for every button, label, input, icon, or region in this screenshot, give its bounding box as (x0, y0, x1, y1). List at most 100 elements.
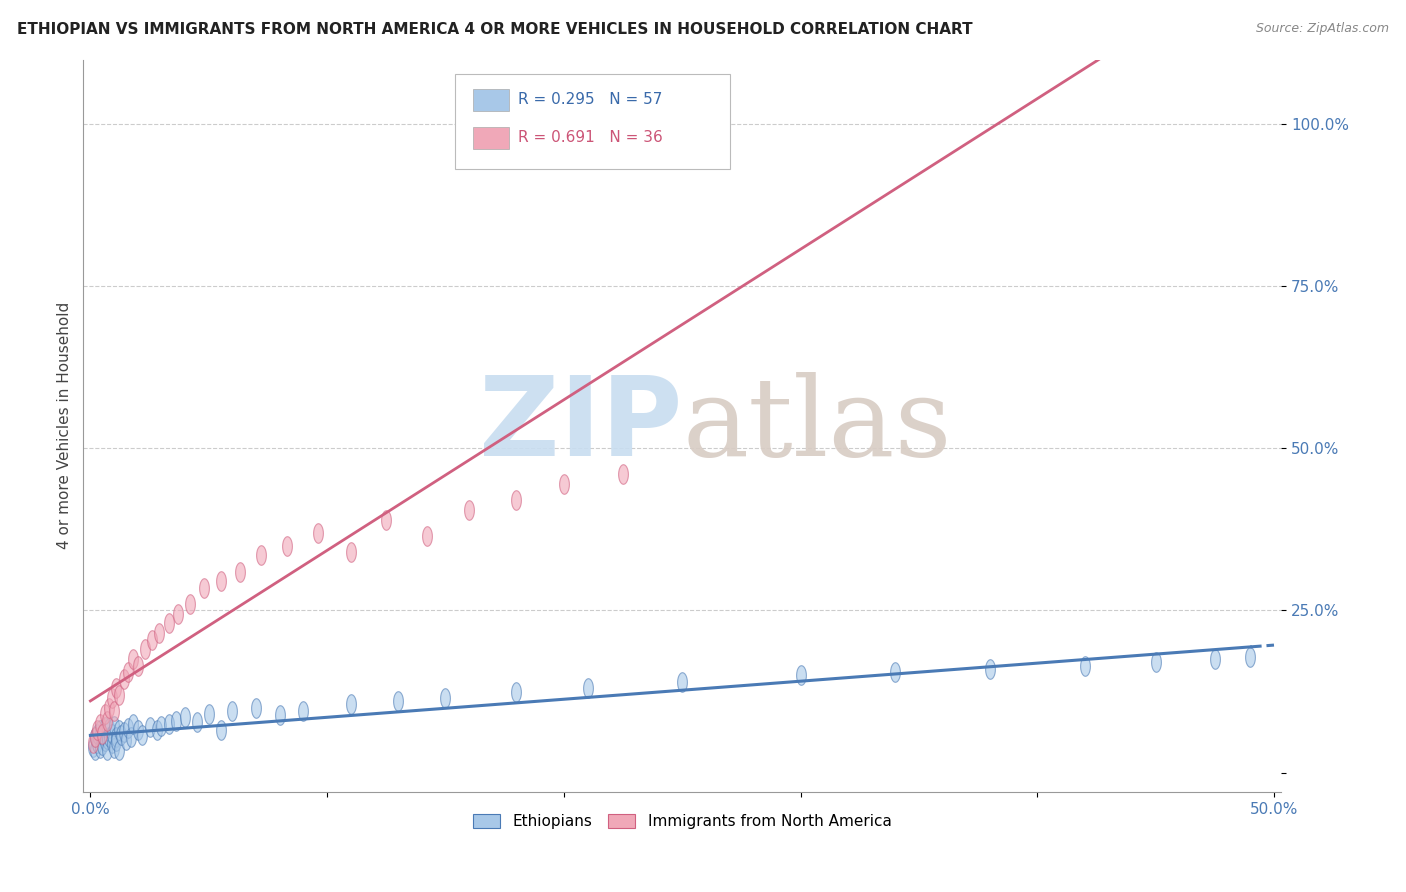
Point (197, 707, 219, 722)
Point (339, 698, 361, 712)
Text: ETHIOPIAN VS IMMIGRANTS FROM NORTH AMERICA 4 OR MORE VEHICLES IN HOUSEHOLD CORRE: ETHIOPIAN VS IMMIGRANTS FROM NORTH AMERI… (17, 22, 973, 37)
Point (167, 607, 190, 621)
FancyBboxPatch shape (454, 74, 730, 169)
Point (120, 730, 142, 744)
Point (103, 740, 125, 755)
Point (375, 513, 398, 527)
Point (1204, 652, 1226, 666)
Point (209, 723, 232, 738)
Point (127, 658, 149, 673)
Point (250, 549, 273, 563)
Point (107, 688, 129, 702)
Point (112, 725, 135, 739)
Point (100, 726, 122, 740)
Point (110, 728, 132, 742)
Point (339, 545, 361, 559)
Point (103, 704, 125, 718)
Point (117, 722, 139, 736)
Point (96, 743, 118, 757)
Text: ZIP: ZIP (479, 372, 682, 479)
Point (157, 616, 180, 631)
Text: R = 0.691   N = 36: R = 0.691 N = 36 (517, 130, 662, 145)
Point (505, 684, 527, 698)
Point (415, 529, 437, 543)
Point (103, 719, 125, 733)
Point (86, 736, 108, 750)
Point (387, 694, 409, 708)
Point (221, 704, 243, 718)
Text: R = 0.295   N = 57: R = 0.295 N = 57 (517, 93, 662, 107)
Point (141, 632, 163, 647)
Point (107, 723, 129, 738)
Point (100, 690, 122, 705)
Point (89, 740, 111, 755)
Point (1239, 650, 1261, 665)
Point (122, 652, 145, 666)
Point (884, 665, 907, 679)
Point (245, 700, 267, 714)
Point (307, 525, 329, 540)
Point (209, 574, 232, 589)
Point (84, 743, 107, 757)
Point (434, 690, 457, 705)
Text: atlas: atlas (682, 372, 952, 479)
Point (82, 736, 104, 750)
Point (91, 726, 114, 740)
Point (148, 626, 170, 640)
Point (84, 730, 107, 744)
Point (269, 708, 291, 723)
Point (134, 642, 156, 657)
Point (98, 722, 121, 736)
Point (292, 704, 315, 718)
Point (145, 723, 167, 738)
Point (107, 743, 129, 757)
Point (117, 665, 139, 679)
Point (505, 493, 527, 508)
Point (553, 477, 575, 491)
FancyBboxPatch shape (472, 89, 509, 111)
Point (1144, 656, 1167, 670)
Point (105, 734, 128, 748)
Point (612, 467, 634, 482)
Point (131, 728, 153, 742)
Point (979, 662, 1001, 676)
Point (122, 717, 145, 731)
Point (100, 736, 122, 750)
Point (138, 720, 160, 734)
FancyBboxPatch shape (472, 127, 509, 149)
Point (157, 717, 180, 731)
Point (1073, 658, 1095, 673)
Point (89, 717, 111, 731)
Point (96, 714, 118, 728)
Point (89, 723, 111, 738)
Point (112, 672, 135, 686)
Legend: Ethiopians, Immigrants from North America: Ethiopians, Immigrants from North Americ… (467, 808, 897, 836)
Point (93, 707, 115, 722)
Point (115, 733, 138, 747)
Point (458, 503, 481, 517)
Point (165, 714, 187, 728)
Point (96, 731, 118, 746)
Point (98, 730, 121, 744)
Point (84, 730, 107, 744)
Point (671, 674, 693, 689)
Point (82, 739, 104, 754)
Point (105, 730, 128, 744)
Point (93, 734, 115, 748)
Point (789, 668, 811, 682)
Y-axis label: 4 or more Vehicles in Household: 4 or more Vehicles in Household (58, 302, 72, 549)
Point (150, 719, 173, 733)
Point (228, 565, 250, 579)
Point (179, 597, 201, 611)
Point (91, 728, 114, 742)
Point (93, 720, 115, 734)
Point (105, 681, 128, 696)
Point (276, 539, 298, 553)
Point (86, 726, 108, 740)
Point (174, 710, 197, 724)
Point (193, 581, 215, 595)
Point (186, 714, 208, 729)
Point (494, 117, 516, 131)
Text: Source: ZipAtlas.com: Source: ZipAtlas.com (1256, 22, 1389, 36)
Point (86, 723, 108, 738)
